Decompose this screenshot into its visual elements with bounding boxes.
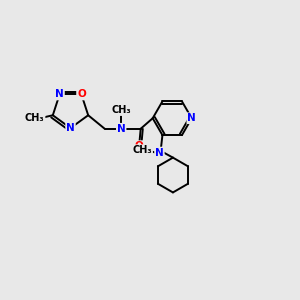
Text: CH₃: CH₃ [25,113,45,123]
Text: O: O [135,141,144,151]
Text: N: N [55,89,64,100]
Text: N: N [155,148,164,158]
Text: N: N [187,113,196,123]
Text: CH₃: CH₃ [111,105,131,115]
Text: CH₃: CH₃ [133,145,152,155]
Text: O: O [77,89,86,100]
Text: N: N [66,123,75,133]
Text: N: N [117,124,126,134]
